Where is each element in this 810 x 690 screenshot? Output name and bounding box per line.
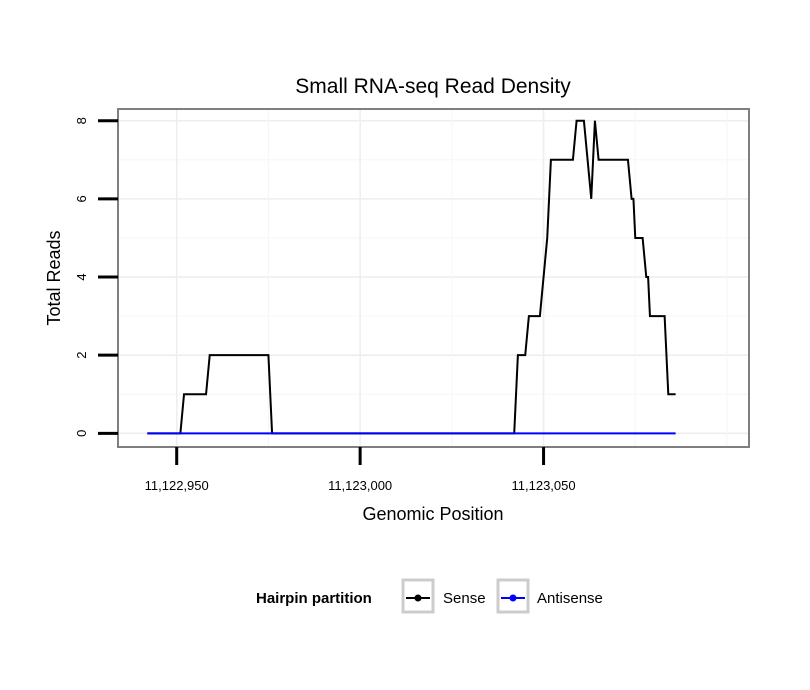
x-tick-label: 11,123,000 (328, 478, 392, 493)
legend-point-sense (414, 594, 422, 602)
legend-label-antisense: Antisense (537, 590, 603, 607)
y-tick-label: 8 (74, 117, 89, 124)
x-tick-label: 11,123,050 (512, 478, 576, 493)
series-lines (147, 119, 676, 435)
legend-item-sense: Sense (401, 578, 486, 614)
legend-label-sense: Sense (443, 590, 486, 607)
y-tick-label: 0 (74, 430, 89, 437)
legend-item-antisense: Antisense (496, 578, 603, 614)
y-tick-label: 6 (74, 195, 89, 202)
legend-title: Hairpin partition (256, 590, 372, 607)
x-tick-label: 11,122,950 (145, 478, 209, 493)
legend-key-sense (401, 578, 435, 614)
plot-background (118, 109, 749, 447)
x-axis-title: Genomic Position (362, 504, 503, 524)
legend: Hairpin partition Sense Antisense (256, 578, 603, 614)
y-axis: 0 2 4 6 8 (74, 117, 118, 437)
y-tick-label: 4 (74, 273, 89, 280)
legend-point-antisense (509, 594, 517, 602)
y-tick-label: 2 (74, 352, 89, 359)
x-axis: 11,122,950 11,123,000 11,123,050 (145, 447, 576, 493)
series-line-sense (147, 119, 676, 435)
y-axis-title: Total Reads (44, 230, 64, 325)
chart-title: Small RNA-seq Read Density (295, 75, 571, 98)
